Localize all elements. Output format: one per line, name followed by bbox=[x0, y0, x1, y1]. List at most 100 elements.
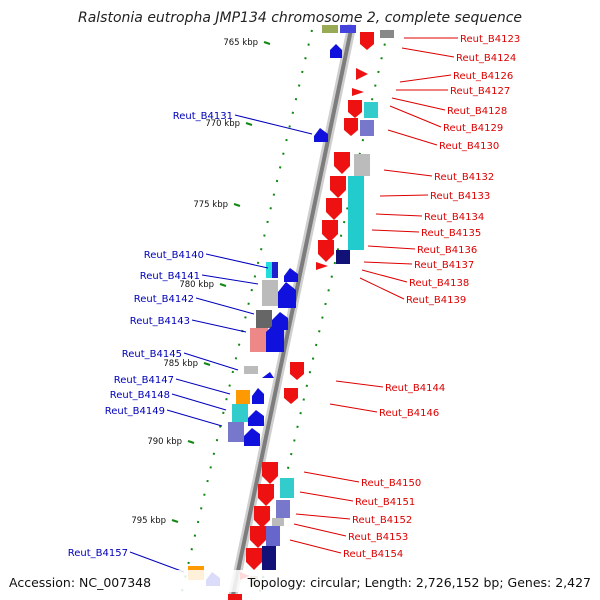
gene-box-gray bbox=[262, 280, 278, 306]
reverse-gene-label: Reut_B4131 bbox=[173, 111, 233, 122]
label-leader-line bbox=[175, 378, 231, 395]
forward-gene-label: Reut_B4139 bbox=[406, 295, 466, 306]
gene-arrow-red bbox=[322, 220, 338, 242]
reverse-gene-label: Reut_B4143 bbox=[130, 316, 190, 327]
label-leader-line bbox=[201, 274, 259, 285]
gene-arrow-red bbox=[352, 88, 364, 96]
label-leader-line bbox=[191, 319, 247, 333]
label-leader-line bbox=[399, 74, 452, 83]
reverse-gene-label: Reut_B4145 bbox=[122, 349, 182, 360]
label-leader-line bbox=[129, 551, 185, 573]
gene-arrow-blue bbox=[266, 324, 284, 352]
forward-gene-label: Reut_B4153 bbox=[348, 532, 408, 543]
gene-box-gray bbox=[272, 518, 284, 526]
forward-gene-label: Reut_B4151 bbox=[355, 497, 415, 508]
label-leader-line bbox=[171, 393, 227, 411]
label-leader-line bbox=[375, 213, 423, 217]
footer-backdrop bbox=[0, 570, 600, 592]
label-leader-line bbox=[389, 105, 442, 128]
reverse-gene-label: Reut_B4148 bbox=[110, 390, 170, 401]
tick-mark bbox=[187, 440, 195, 444]
tick-label: 785 kbp bbox=[163, 359, 198, 369]
gene-arrow-blue bbox=[244, 428, 260, 446]
label-leader-line bbox=[387, 129, 438, 146]
gene-arrow-red bbox=[290, 362, 304, 380]
forward-gene-label: Reut_B4132 bbox=[434, 172, 494, 183]
label-leader-line bbox=[391, 97, 446, 111]
gene-box-navy bbox=[336, 250, 350, 264]
label-leader-line bbox=[293, 523, 347, 537]
forward-gene-label: Reut_B4137 bbox=[414, 260, 474, 271]
left-label-leaders bbox=[129, 114, 313, 573]
label-leader-line bbox=[195, 297, 255, 315]
topology-text: Topology: circular; Length: 2,726,152 bp… bbox=[247, 575, 591, 590]
tick-label: 765 kbp bbox=[223, 38, 258, 48]
gene-box-orange bbox=[236, 390, 250, 404]
reverse-gene-label: Reut_B4147 bbox=[114, 375, 174, 386]
label-leader-line bbox=[361, 269, 408, 283]
forward-gene-label: Reut_B4136 bbox=[417, 245, 477, 256]
tick-label: 770 kbp bbox=[205, 119, 240, 129]
label-leader-line bbox=[359, 277, 405, 300]
reverse-gene-label: Reut_B4141 bbox=[140, 271, 200, 282]
tick-mark bbox=[263, 41, 271, 45]
gene-box-cyan bbox=[348, 176, 364, 250]
label-leader-line bbox=[335, 380, 384, 388]
gene-box-pink bbox=[250, 328, 268, 352]
gene-arrow-red bbox=[318, 240, 334, 262]
scale-tick-labels: 765 kbp 770 kbp 775 kbp 780 kbp 785 kbp 790 k… bbox=[131, 38, 258, 526]
gene-arrow-red bbox=[316, 262, 328, 270]
gene-arrow-blue bbox=[262, 372, 274, 378]
tick-mark bbox=[171, 519, 179, 523]
chromosome-backbone bbox=[227, 24, 357, 600]
gene-box-slate bbox=[266, 526, 280, 546]
forward-gene-label: Reut_B4128 bbox=[447, 106, 507, 117]
gene-arrow-red bbox=[360, 32, 374, 50]
label-leader-line bbox=[367, 245, 416, 250]
reverse-gene-label: Reut_B4149 bbox=[105, 406, 165, 417]
tick-mark bbox=[203, 362, 211, 366]
forward-gene-label: Reut_B4123 bbox=[460, 34, 520, 45]
gene-arrow-red bbox=[348, 100, 362, 118]
tick-mark bbox=[245, 122, 253, 126]
gene-box-cyan bbox=[280, 478, 294, 498]
gene-box-gray bbox=[354, 154, 370, 176]
forward-gene-labels: Reut_B4123 Reut_B4124 Reut_B4126 Reut_B4127… bbox=[343, 34, 520, 560]
reverse-gene-labels: Reut_B4131 Reut_B4140 Reut_B4141 Reut_B4142… bbox=[68, 111, 233, 559]
gene-arrow-red bbox=[344, 118, 358, 136]
gene-box-cyan bbox=[232, 404, 248, 422]
forward-gene-label: Reut_B4129 bbox=[443, 123, 503, 134]
gene-arrow-red bbox=[326, 198, 342, 220]
forward-gene-label: Reut_B4124 bbox=[456, 53, 516, 64]
label-leader-line bbox=[299, 491, 354, 502]
forward-gene-label: Reut_B4146 bbox=[379, 408, 439, 419]
label-leader-line bbox=[234, 114, 313, 135]
gene-arrow-blue bbox=[248, 410, 264, 426]
map-title: Ralstonia eutropha JMP134 chromosome 2, … bbox=[78, 10, 522, 26]
gene-arrow-red bbox=[262, 462, 278, 484]
gene-arrow-red bbox=[254, 506, 270, 528]
gene-arrow-blue bbox=[278, 282, 296, 308]
gene-arrow-red bbox=[356, 68, 368, 80]
forward-gene-label: Reut_B4135 bbox=[421, 228, 481, 239]
gene-arrow-blue bbox=[314, 128, 328, 142]
gene-box-blue bbox=[272, 262, 278, 278]
forward-gene-label: Reut_B4127 bbox=[450, 86, 510, 97]
gene-arrow-red bbox=[246, 548, 262, 570]
gene-arrow-red bbox=[330, 176, 346, 198]
label-leader-line bbox=[371, 229, 420, 233]
label-leader-line bbox=[401, 47, 455, 58]
forward-gene-label: Reut_B4154 bbox=[343, 549, 403, 560]
gene-box-gray bbox=[244, 366, 258, 374]
gene-box-blue bbox=[340, 25, 356, 33]
label-leader-line bbox=[166, 409, 223, 427]
scale-tick-marks bbox=[171, 41, 271, 523]
forward-gene-label: Reut_B4152 bbox=[352, 515, 412, 526]
tick-label: 795 kbp bbox=[131, 516, 166, 526]
gene-box-slate bbox=[360, 120, 374, 136]
forward-gene-label: Reut_B4138 bbox=[409, 278, 469, 289]
gene-arrow-red bbox=[284, 388, 298, 404]
gene-box-slate bbox=[276, 500, 290, 518]
tick-label: 775 kbp bbox=[193, 200, 228, 210]
